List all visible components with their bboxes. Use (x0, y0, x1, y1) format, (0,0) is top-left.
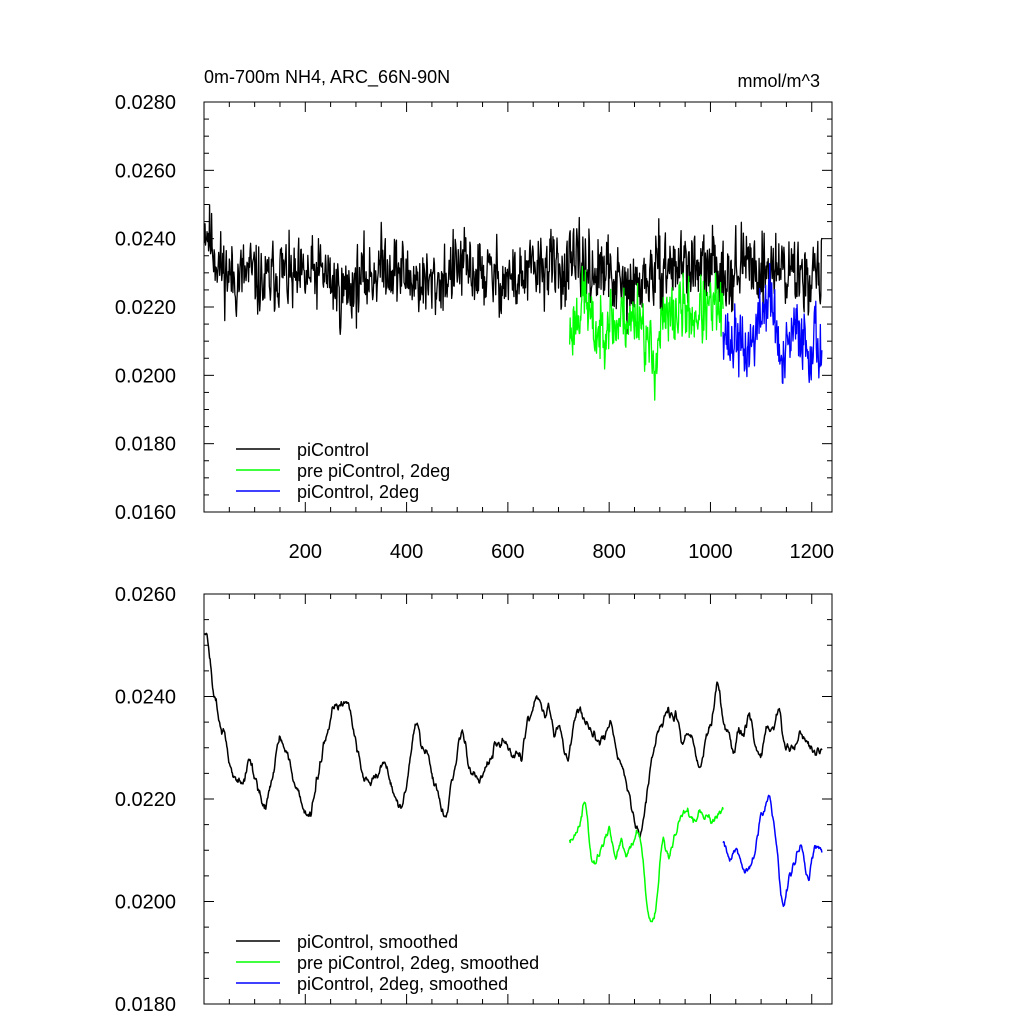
bottom-y-tick-label: 0.0260 (115, 584, 176, 606)
bottom-y-tick-label: 0.0220 (115, 789, 176, 811)
top-plot-ticks (204, 101, 832, 513)
top-legend-label-picontrol-2deg: piControl, 2deg (297, 482, 419, 502)
top-plot-units: mmol/m^3 (738, 71, 820, 91)
top-x-tick-label: 600 (491, 541, 524, 563)
top-plot-y-tick-labels: 0.0160 0.0180 0.0200 0.0220 0.0240 0.0260 0.02… (115, 92, 176, 524)
top-series-pre-picontrol-2deg (569, 265, 724, 401)
bottom-series-picontrol-smoothed (203, 632, 823, 839)
bottom-plot-series-group (203, 632, 823, 923)
bottom-series-pre-picontrol-2deg-smoothed (568, 801, 724, 923)
bottom-legend-label-picontrol-smoothed: piControl, smoothed (297, 932, 458, 952)
top-plot-legend: piControl pre piControl, 2deg piControl,… (236, 440, 450, 502)
bottom-y-tick-label: 0.0200 (115, 892, 176, 914)
top-y-tick-label: 0.0240 (115, 229, 176, 251)
top-legend-label-picontrol: piControl (297, 440, 369, 460)
top-plot-x-tick-labels: 200 400 600 800 1000 1200 (289, 541, 834, 563)
top-plot-series-group (203, 204, 823, 401)
top-y-tick-label: 0.0260 (115, 160, 176, 182)
top-legend-label-pre-picontrol-2deg: pre piControl, 2deg (297, 461, 450, 481)
top-x-tick-label: 1200 (789, 541, 834, 563)
top-series-picontrol-2deg (722, 262, 823, 384)
bottom-y-tick-label: 0.0180 (115, 994, 176, 1016)
bottom-legend-label-picontrol-2deg-smoothed: piControl, 2deg, smoothed (297, 974, 508, 994)
bottom-series-picontrol-2deg-smoothed (722, 794, 823, 908)
bottom-legend-label-pre-picontrol-2deg-smoothed: pre piControl, 2deg, smoothed (297, 953, 539, 973)
top-x-tick-label: 400 (390, 541, 423, 563)
top-plot-title: 0m-700m NH4, ARC_66N-90N (204, 67, 450, 88)
top-series-picontrol (203, 204, 823, 336)
bottom-plot-ticks (204, 593, 832, 1005)
top-y-tick-label: 0.0200 (115, 365, 176, 387)
top-y-tick-label: 0.0160 (115, 502, 176, 524)
bottom-plot-panel: 0.0180 0.0200 0.0220 0.0240 0.0260 piControl… (115, 584, 833, 1016)
bottom-y-tick-label: 0.0240 (115, 687, 176, 709)
top-y-tick-label: 0.0180 (115, 434, 176, 456)
top-x-tick-label: 1000 (688, 541, 733, 563)
top-x-tick-label: 800 (592, 541, 625, 563)
bottom-plot-y-tick-labels: 0.0180 0.0200 0.0220 0.0240 0.0260 (115, 584, 176, 1016)
top-y-tick-label: 0.0220 (115, 297, 176, 319)
top-y-tick-label: 0.0280 (115, 92, 176, 114)
top-x-tick-label: 200 (289, 541, 322, 563)
bottom-plot-legend: piControl, smoothed pre piControl, 2deg,… (236, 932, 539, 994)
top-plot-panel: 0m-700m NH4, ARC_66N-90N mmol/m^3 0.0160… (115, 67, 834, 563)
